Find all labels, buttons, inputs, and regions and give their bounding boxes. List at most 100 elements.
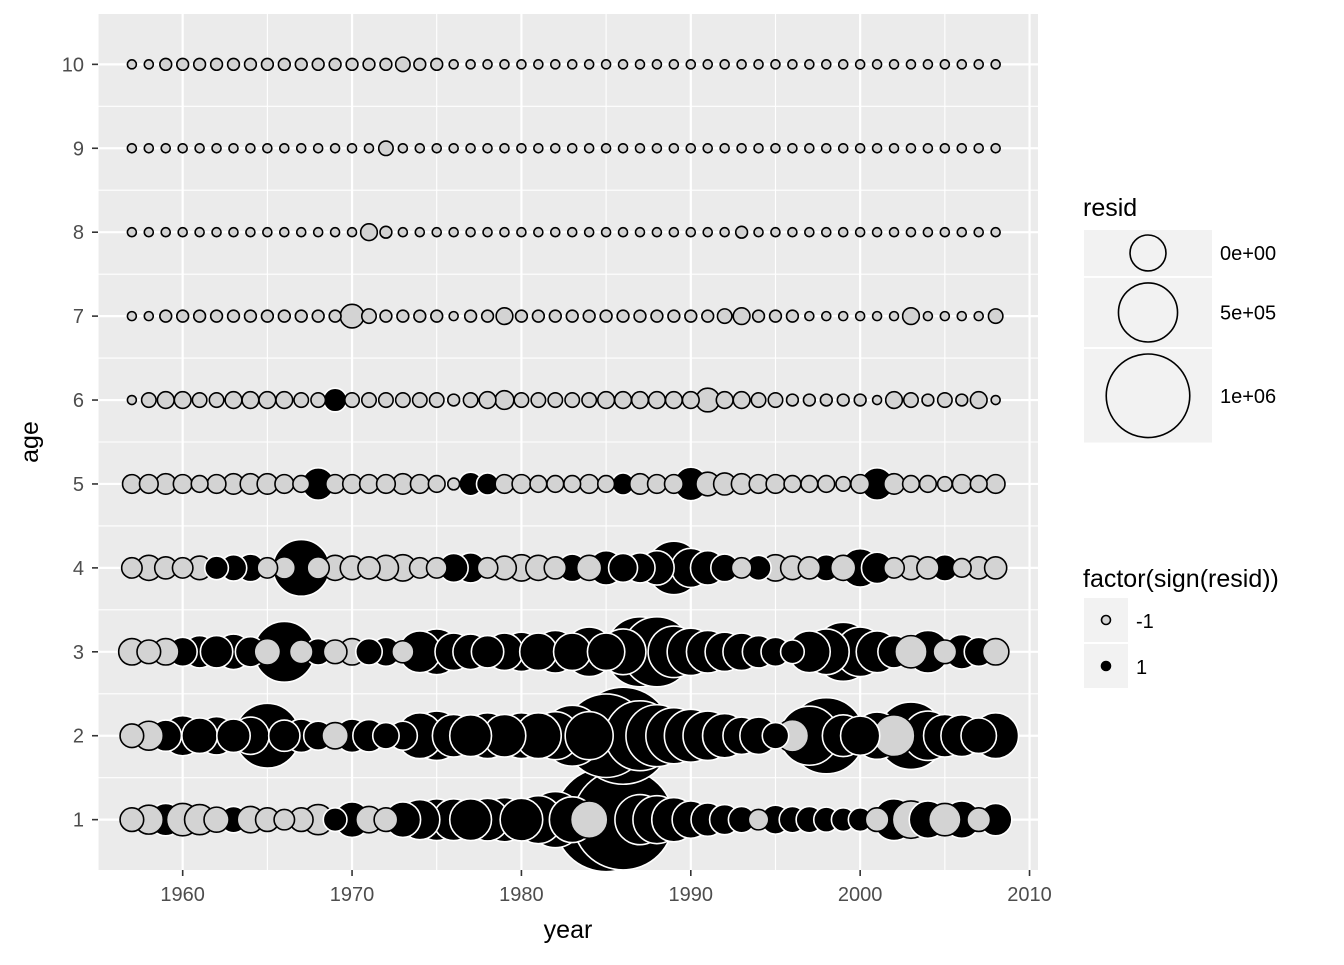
bubble-point <box>341 473 363 495</box>
bubble-point <box>267 719 301 753</box>
bubble-point <box>209 57 224 72</box>
bubble-point <box>663 473 684 495</box>
bubble-point <box>785 393 800 407</box>
bubble-point <box>871 142 883 154</box>
bubble-point <box>565 309 579 323</box>
bubble-point <box>226 309 241 323</box>
bubble-point <box>787 142 798 154</box>
bubble-point <box>787 59 798 70</box>
legend-sign: factor(sign(resid)) -1 1 <box>1083 565 1279 688</box>
bubble-point <box>119 723 145 749</box>
bubble-point <box>448 226 459 238</box>
legend-sign-title: factor(sign(resid)) <box>1083 565 1279 593</box>
bubble-point <box>985 473 1006 495</box>
bubble-point <box>617 142 629 154</box>
bubble-point <box>482 142 493 154</box>
bubble-point <box>228 142 239 154</box>
bubble-point <box>651 142 663 154</box>
bubble-point <box>732 306 751 326</box>
bubble-point <box>203 555 230 581</box>
bubble-point <box>753 142 764 154</box>
bubble-point <box>159 57 173 72</box>
bubble-point <box>428 392 445 409</box>
bubble-point <box>701 309 715 323</box>
bubble-point <box>171 556 194 579</box>
legend-resid-label: 1e+06 <box>1220 386 1276 408</box>
bubble-point <box>596 390 616 410</box>
bubble-point <box>328 309 342 323</box>
legend-resid-symbol <box>1129 234 1167 272</box>
bubble-point <box>973 142 985 154</box>
bubble-point <box>990 142 1001 154</box>
bubble-point <box>324 473 346 495</box>
bubble-point <box>288 639 314 665</box>
bubble-point <box>837 59 849 70</box>
y-tick-label: 3 <box>73 642 84 664</box>
bubble-point <box>751 309 766 323</box>
bubble-point <box>465 226 476 238</box>
bubble-point <box>373 807 399 833</box>
bubble-point <box>905 226 917 238</box>
bubble-point <box>600 59 612 70</box>
bubble-point <box>839 715 881 757</box>
bubble-point <box>120 556 143 579</box>
bubble-point <box>936 392 953 409</box>
bubble-point <box>177 226 188 238</box>
bubble-point <box>294 309 308 323</box>
bubble-point <box>734 225 749 239</box>
bubble-point <box>209 309 224 323</box>
bubble-point <box>397 142 409 154</box>
bubble-point <box>651 59 663 70</box>
bubble-point <box>256 556 279 579</box>
bubble-point <box>864 807 890 833</box>
bubble-point <box>783 474 802 494</box>
bubble-point <box>579 473 600 495</box>
bubble-point <box>901 474 921 494</box>
x-tick-label: 2000 <box>838 884 883 906</box>
x-tick-label: 1960 <box>160 884 205 906</box>
bubble-point <box>770 226 781 238</box>
bubble-point <box>260 309 275 323</box>
bubble-point <box>779 639 806 665</box>
bubble-point <box>736 142 747 154</box>
bubble-point <box>243 309 258 323</box>
bubble-point <box>191 392 208 409</box>
y-tick-label: 7 <box>73 306 84 328</box>
bubble-point <box>260 57 275 72</box>
bubble-point <box>391 639 415 664</box>
x-tick-label: 2010 <box>1007 884 1052 906</box>
bubble-point <box>160 142 172 154</box>
bubble-point <box>817 474 836 494</box>
bubble-point <box>939 142 951 154</box>
bubble-point <box>750 392 767 409</box>
y-tick-label: 6 <box>73 390 84 412</box>
bubble-point <box>888 310 900 322</box>
bubble-point <box>411 392 428 409</box>
bubble-point <box>767 392 784 409</box>
bubble-point <box>160 226 172 238</box>
bubble-point <box>730 556 753 579</box>
bubble-point <box>804 59 815 70</box>
bubble-point <box>951 557 972 579</box>
bubble-point <box>194 142 205 154</box>
bubble-point <box>409 473 430 495</box>
bubble-point <box>901 306 921 326</box>
bubble-point <box>802 393 817 407</box>
bubble-point <box>119 807 145 833</box>
bubble-point <box>936 475 953 492</box>
bubble-point <box>634 142 646 154</box>
bubble-point <box>346 142 358 154</box>
bubble-point <box>617 226 629 238</box>
bubble-point <box>987 308 1004 325</box>
bubble-point <box>883 472 906 495</box>
bubble-point <box>981 637 1010 666</box>
bubble-point <box>664 390 684 410</box>
bubble-point <box>427 474 446 494</box>
bubble-point <box>566 59 578 70</box>
y-tick-label: 2 <box>73 726 84 748</box>
bubble-point <box>357 556 381 580</box>
bubble-point <box>600 226 612 238</box>
bubble-point <box>531 309 546 323</box>
bubble-point <box>804 142 815 154</box>
